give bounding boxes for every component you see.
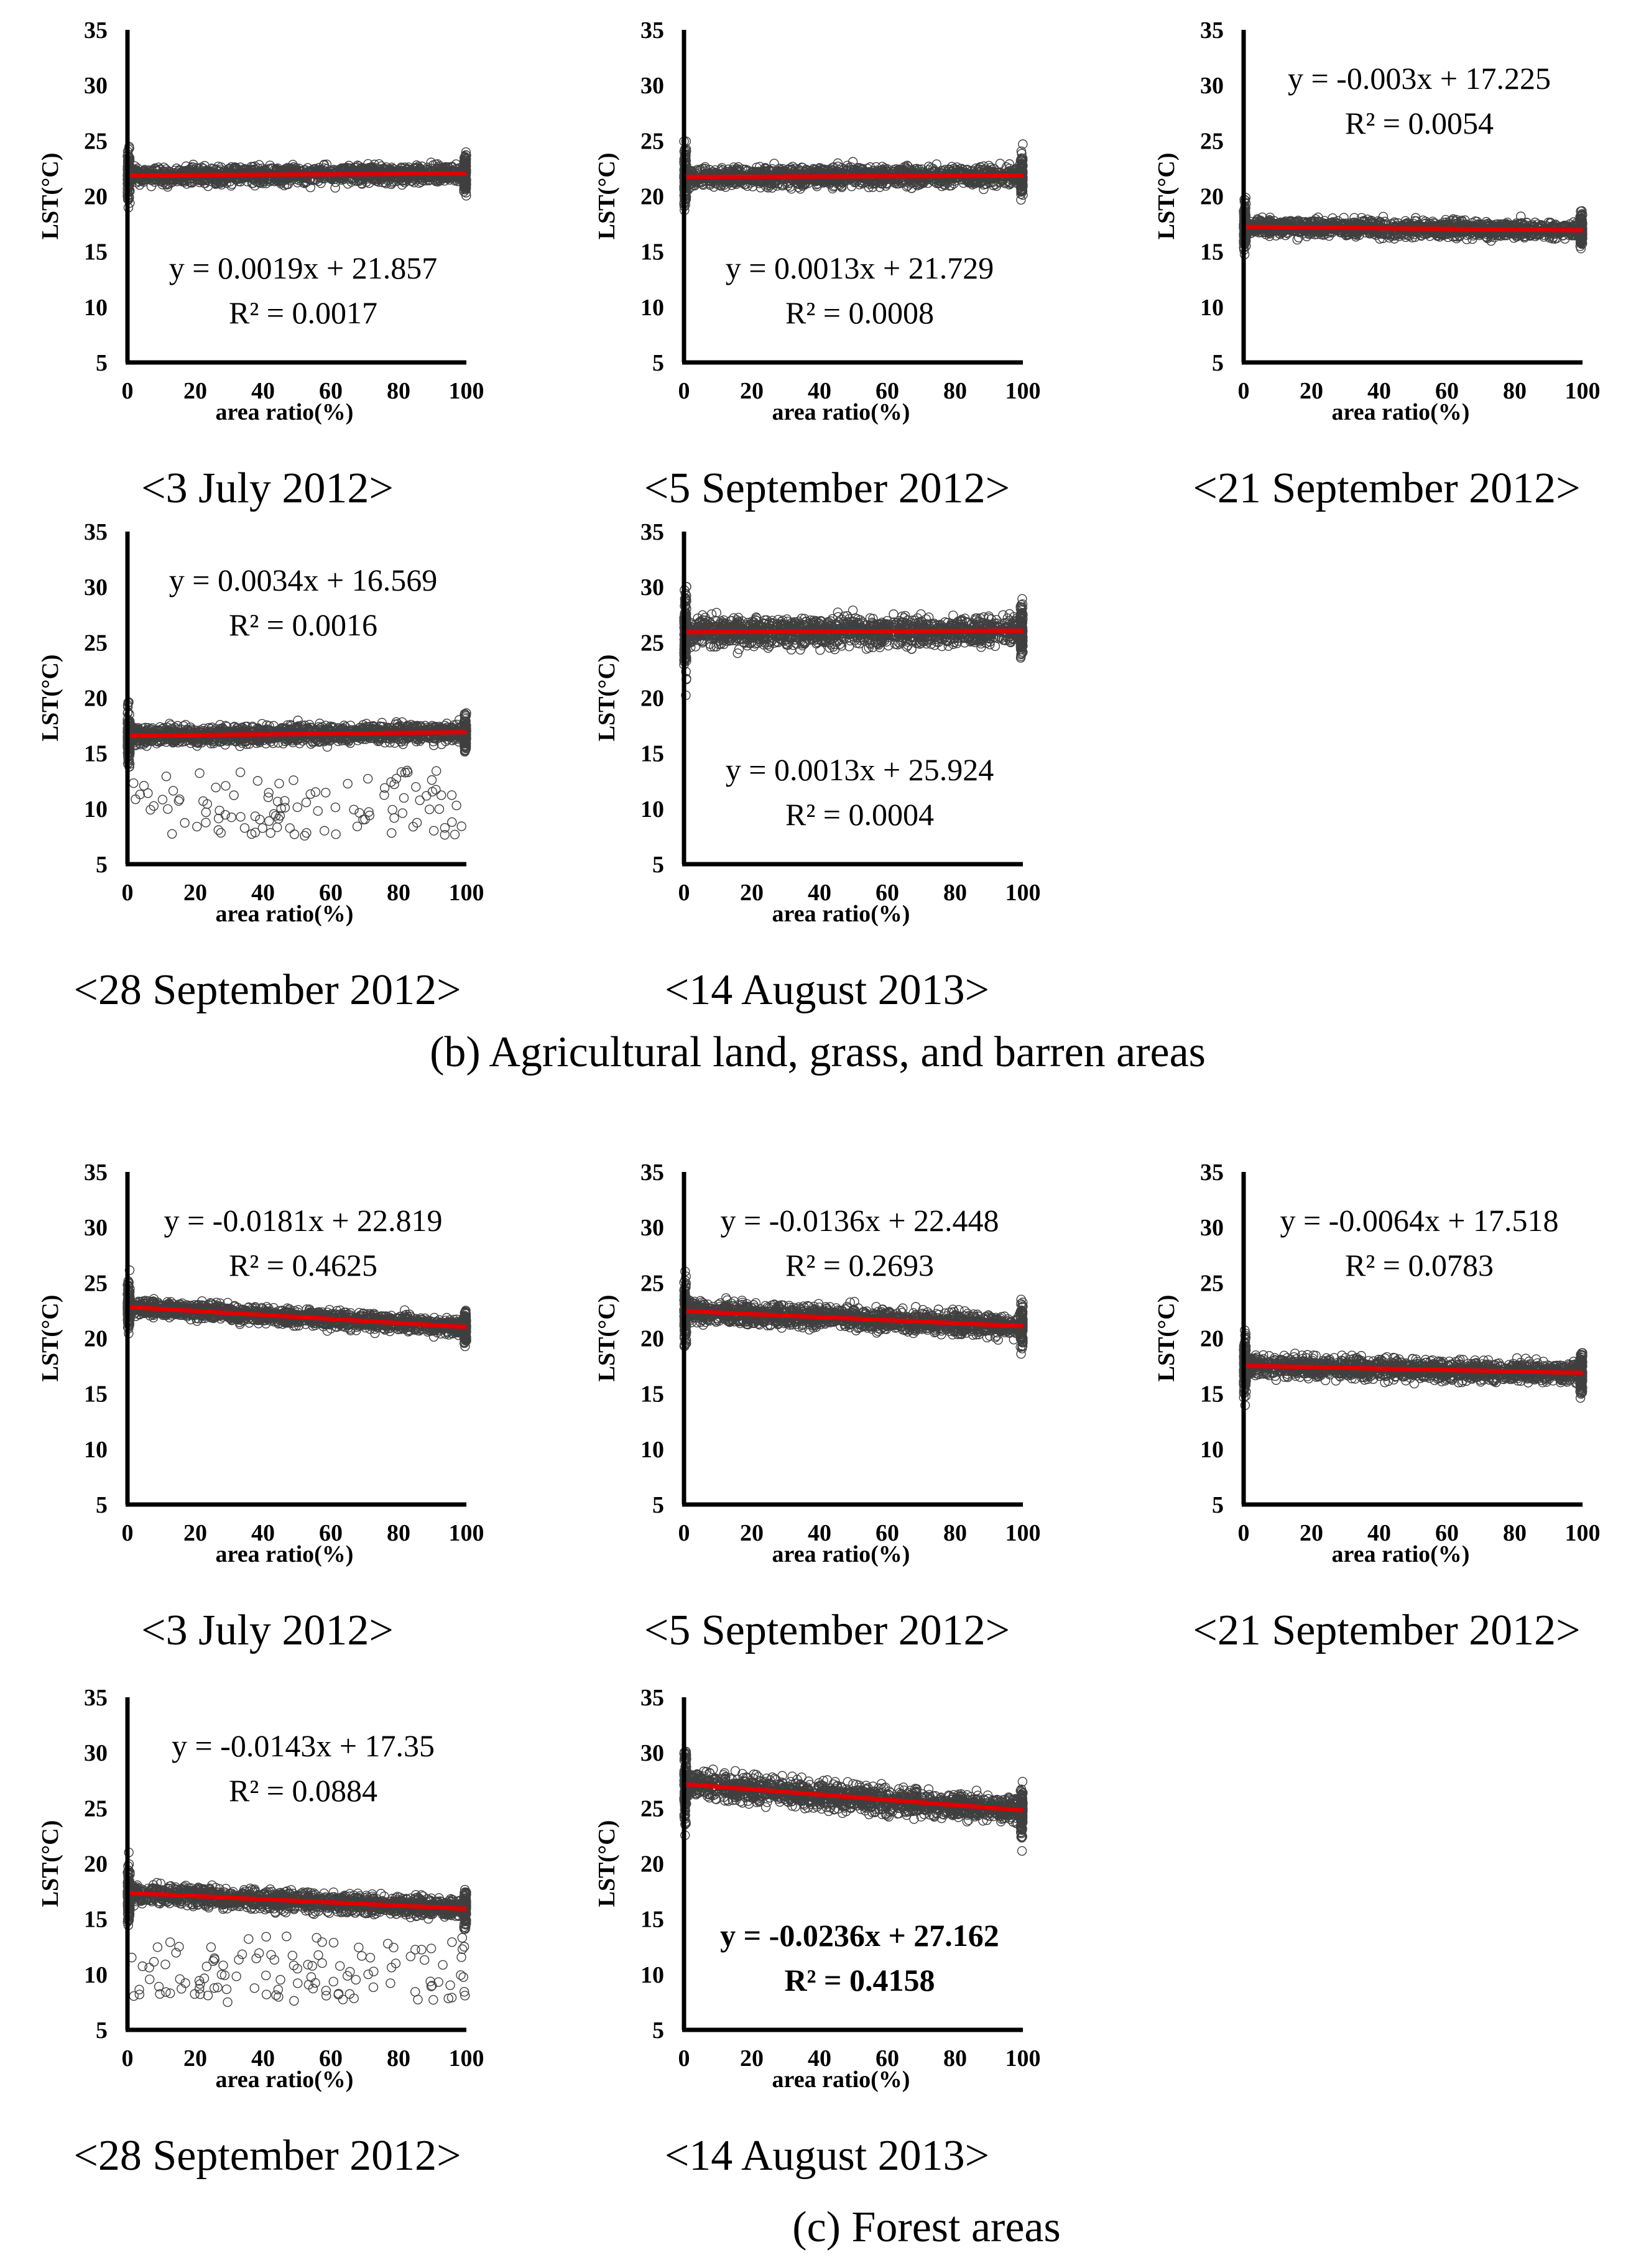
y-axis-label: LST(°C): [594, 153, 620, 240]
y-tick-label: 20: [640, 184, 664, 210]
r-squared-label: R² = 0.0017: [229, 295, 377, 330]
y-tick-label: 15: [640, 239, 664, 265]
y-tick-label: 25: [640, 128, 664, 154]
x-tick-label: 80: [387, 378, 410, 404]
y-tick-label: 35: [84, 17, 108, 44]
x-tick-label: 100: [1005, 378, 1041, 404]
y-tick-label: 10: [84, 295, 108, 321]
y-tick-label: 10: [640, 295, 664, 321]
y-tick-label: 35: [640, 17, 664, 44]
x-tick-label: 20: [740, 378, 764, 404]
y-tick-label: 30: [640, 73, 664, 99]
x-axis-label: area ratio(%): [216, 399, 354, 425]
x-axis-label: area ratio(%): [772, 399, 910, 425]
x-tick-label: 100: [449, 378, 484, 404]
y-tick-label: 15: [84, 239, 108, 265]
trendline: [683, 173, 1024, 180]
r-squared-label: R² = 0.0008: [785, 295, 934, 330]
trendline: [127, 171, 467, 178]
y-tick-label: 30: [84, 73, 108, 99]
y-tick-label: 20: [84, 184, 108, 210]
x-tick-label: 20: [183, 378, 207, 404]
y-axis-label: LST(°C): [37, 153, 63, 240]
x-tick-label: 80: [943, 378, 967, 404]
y-tick-label: 5: [96, 350, 108, 376]
x-tick-label: 0: [678, 378, 690, 404]
data-point: [330, 183, 340, 193]
panel-caption: <3 July 2012>: [141, 464, 394, 512]
panel-caption: <5 September 2012>: [644, 464, 1010, 512]
y-tick-label: 25: [84, 128, 108, 154]
x-tick-label: 0: [122, 378, 134, 404]
regression-equation: y = 0.0019x + 21.857: [169, 251, 437, 285]
y-tick-label: 5: [652, 350, 664, 376]
data-point: [1016, 195, 1026, 205]
regression-equation: y = 0.0013x + 21.729: [726, 251, 994, 285]
